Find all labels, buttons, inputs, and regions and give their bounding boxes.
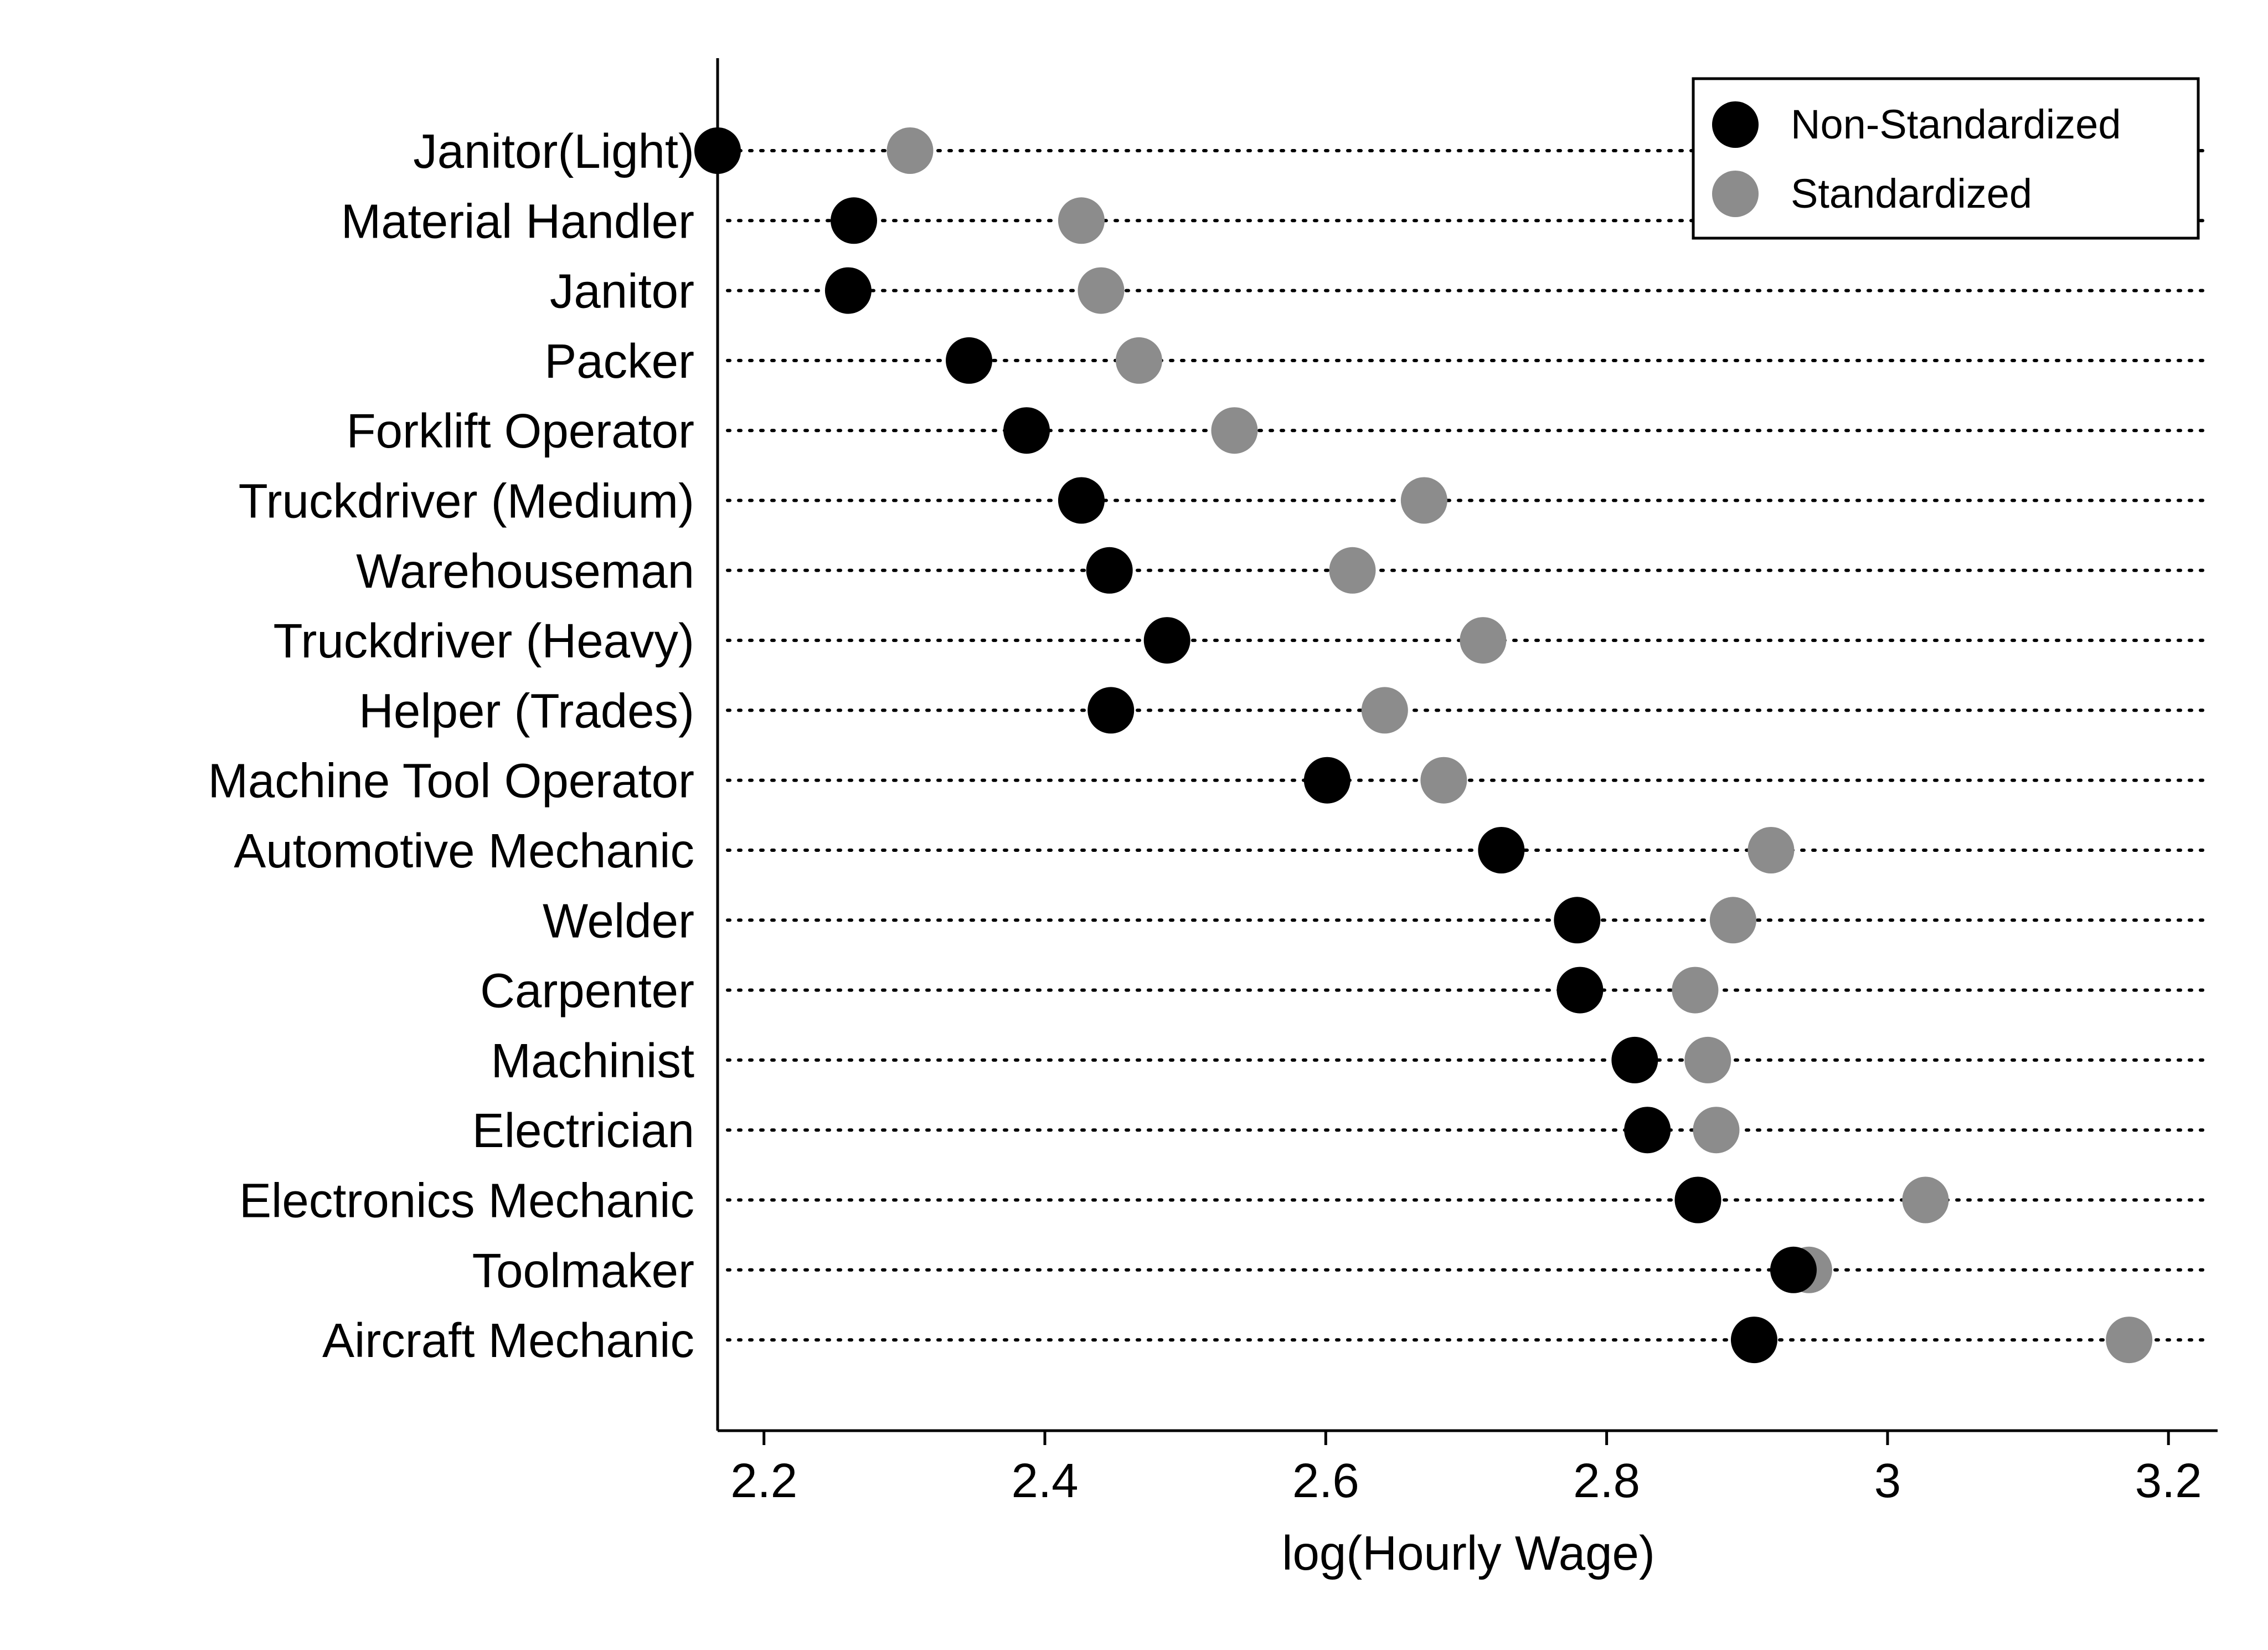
point-standardized-janitor-light (886, 127, 934, 174)
legend-box (1692, 77, 2200, 240)
legend: Non-Standardized Standardized (1692, 77, 2200, 240)
legend-marker-standardized (1712, 171, 1759, 217)
legend-label-standardized: Standardized (1791, 171, 2032, 217)
category-label-machine-tool-operator: Machine Tool Operator (208, 754, 694, 808)
x-tick-label-2-6: 2.6 (1292, 1454, 1359, 1508)
point-standardized-electrician (1693, 1107, 1740, 1154)
point-non-standardized-janitor-light (694, 127, 741, 174)
point-standardized-machinist (1684, 1036, 1731, 1083)
category-label-janitor: Janitor (550, 265, 694, 318)
point-standardized-carpenter (1672, 967, 1719, 1014)
point-non-standardized-machinist (1611, 1036, 1658, 1083)
point-standardized-truckdriver-heavy (1460, 617, 1507, 664)
point-non-standardized-truckdriver-medium (1058, 477, 1105, 524)
axes (716, 58, 2218, 1432)
category-label-carpenter: Carpenter (480, 964, 694, 1018)
point-standardized-helper-trades (1361, 687, 1408, 734)
point-standardized-automotive-mechanic (1748, 827, 1795, 873)
point-standardized-forklift-operator (1211, 407, 1258, 454)
point-non-standardized-forklift-operator (1003, 407, 1050, 454)
x-axis-title: log(Hourly Wage) (1282, 1526, 1655, 1580)
category-label-truckdriver-medium: Truckdriver (Medium) (239, 475, 694, 528)
point-non-standardized-electrician (1624, 1107, 1671, 1154)
category-label-machinist: Machinist (491, 1034, 694, 1088)
category-label-helper-trades: Helper (Trades) (359, 684, 694, 738)
x-tick-label-2-8: 2.8 (1573, 1454, 1640, 1508)
point-non-standardized-janitor (824, 267, 872, 314)
category-label-automotive-mechanic: Automotive Mechanic (234, 824, 694, 878)
point-non-standardized-electronics-mechanic (1674, 1176, 1721, 1224)
category-label-janitor-light: Janitor(Light) (413, 125, 694, 178)
point-non-standardized-automotive-mechanic (1478, 827, 1525, 873)
category-label-truckdriver-heavy: Truckdriver (Heavy) (273, 614, 694, 668)
point-standardized-warehouseman (1329, 547, 1376, 594)
category-label-electrician: Electrician (472, 1104, 694, 1158)
guide-lines (726, 149, 2211, 1342)
category-label-aircraft-mechanic: Aircraft Mechanic (322, 1314, 694, 1368)
point-standardized-packer (1115, 337, 1162, 384)
point-standardized-aircraft-mechanic (2106, 1317, 2153, 1364)
point-non-standardized-truckdriver-heavy (1143, 617, 1190, 664)
legend-label-non-standardized: Non-Standardized (1791, 101, 2121, 147)
point-standardized-truckdriver-medium (1400, 477, 1447, 524)
x-tick-label-2-2: 2.2 (730, 1454, 797, 1508)
category-label-electronics-mechanic: Electronics Mechanic (239, 1174, 694, 1228)
point-non-standardized-toolmaker (1770, 1246, 1817, 1293)
x-ticks: 2.2 2.4 2.6 2.8 3 3.2 (730, 1431, 2202, 1508)
point-non-standardized-welder (1554, 897, 1601, 944)
legend-marker-non-standardized (1712, 101, 1759, 148)
category-label-warehouseman: Warehouseman (356, 544, 694, 598)
point-standardized-welder (1709, 897, 1756, 944)
category-label-material-handler: Material Handler (341, 194, 694, 248)
point-standardized-machine-tool-operator (1420, 757, 1467, 804)
x-tick-label-3-2: 3.2 (2135, 1454, 2202, 1508)
category-label-forklift-operator: Forklift Operator (347, 404, 695, 458)
point-non-standardized-carpenter (1556, 967, 1604, 1014)
data-points (694, 127, 2153, 1364)
point-non-standardized-warehouseman (1086, 547, 1133, 594)
category-label-toolmaker: Toolmaker (472, 1244, 694, 1298)
point-non-standardized-packer (946, 337, 993, 384)
point-standardized-material-handler (1058, 197, 1105, 244)
category-label-packer: Packer (544, 335, 694, 388)
point-non-standardized-helper-trades (1087, 687, 1135, 734)
point-standardized-electronics-mechanic (1902, 1176, 1949, 1224)
point-standardized-janitor (1078, 267, 1125, 314)
x-tick-label-3: 3 (1874, 1454, 1901, 1508)
point-non-standardized-aircraft-mechanic (1730, 1317, 1777, 1364)
point-non-standardized-material-handler (831, 197, 878, 244)
category-label-welder: Welder (543, 894, 694, 948)
point-non-standardized-machine-tool-operator (1303, 757, 1351, 804)
x-tick-label-2-4: 2.4 (1012, 1454, 1079, 1508)
category-labels: Janitor(Light) Material Handler Janitor Pac… (208, 125, 694, 1368)
